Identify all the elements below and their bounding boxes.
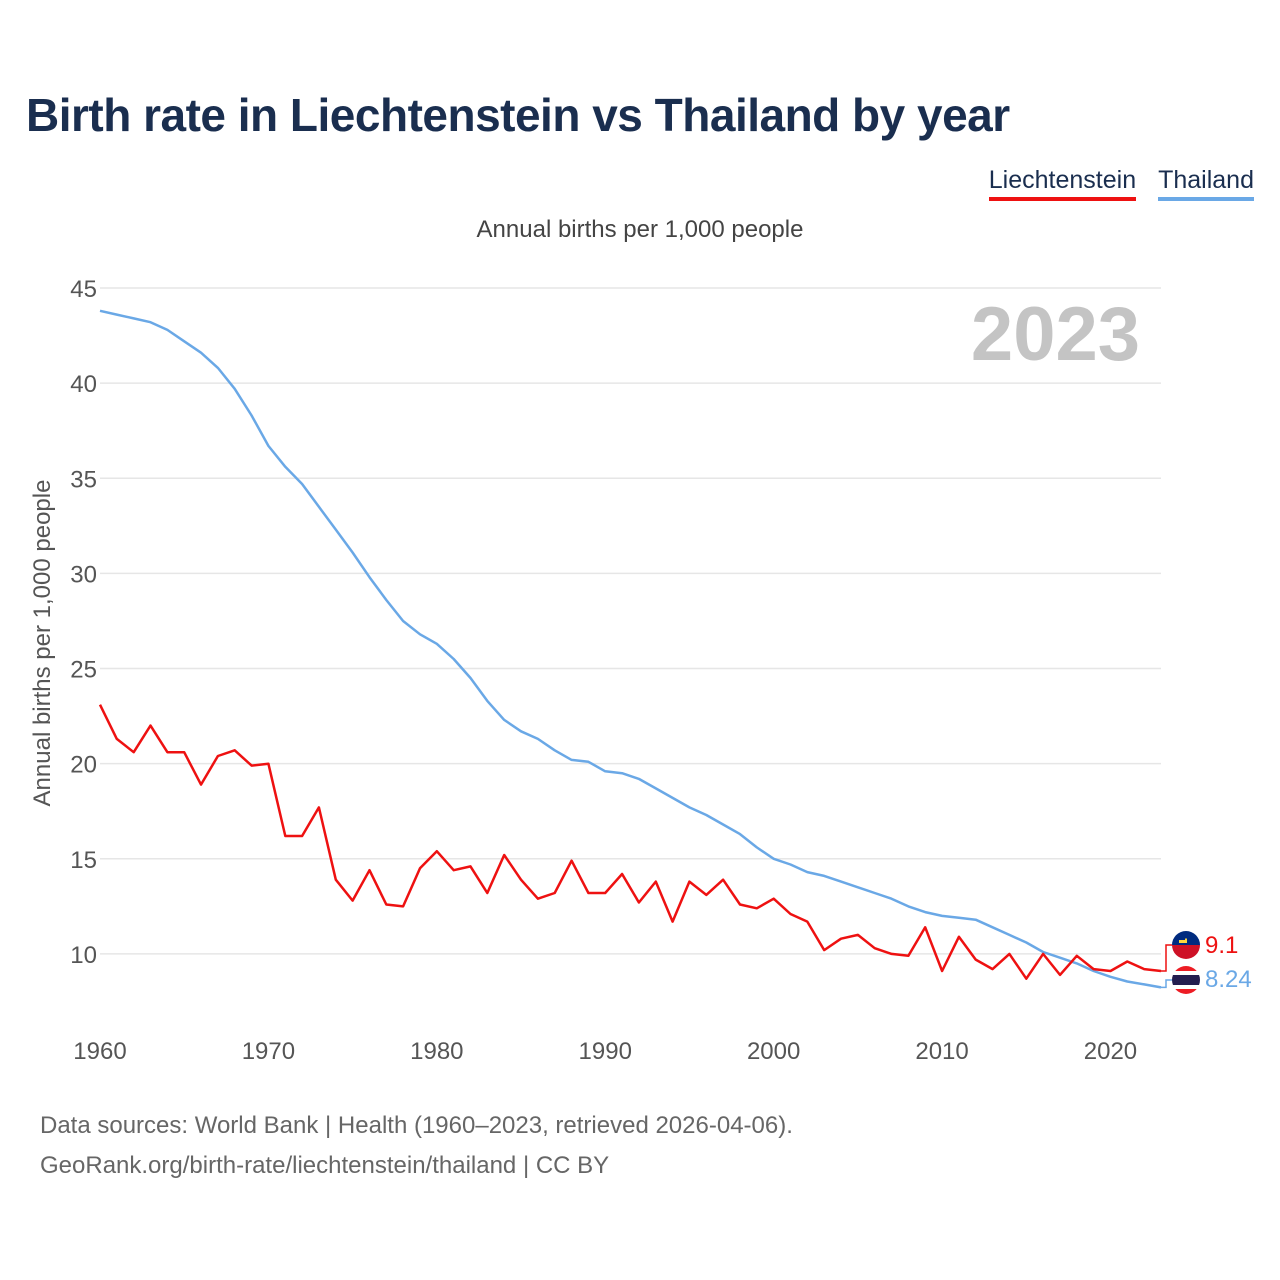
series-lines	[98, 309, 1172, 989]
chart-title: Birth rate in Liechtenstein vs Thailand …	[26, 89, 1010, 141]
end-connector-thailand	[1161, 979, 1172, 989]
x-tick-label: 2000	[747, 1038, 800, 1065]
end-label-liechtenstein: 9.1	[1205, 932, 1238, 959]
y-tick-label: 30	[70, 561, 97, 588]
y-tick-label: 15	[70, 847, 97, 874]
legend-item-liechtenstein[interactable]: Liechtenstein	[988, 166, 1137, 201]
y-tick-label: 10	[70, 942, 97, 969]
series-line-liechtenstein[interactable]	[98, 704, 1162, 980]
legend: Liechtenstein Thailand	[988, 166, 1254, 201]
x-tick-label: 2010	[915, 1038, 968, 1065]
series-line-thailand[interactable]	[99, 309, 1162, 989]
y-tick-label: 35	[70, 466, 97, 493]
y-axis-label: Annual births per 1,000 people	[29, 480, 56, 807]
y-tick-label: 45	[70, 276, 97, 303]
x-tick-label: 1960	[73, 1038, 126, 1065]
y-tick-label: 25	[70, 657, 97, 684]
x-tick-label: 1970	[242, 1038, 295, 1065]
thailand-flag-icon	[1172, 966, 1200, 994]
year-watermark: 2023	[971, 292, 1140, 377]
y-axis-ticks: 10 15 20 25 30 35 40 45	[70, 276, 97, 969]
y-tick-label: 40	[70, 371, 97, 398]
source-line-data: Data sources: World Bank | Health (1960–…	[40, 1112, 793, 1139]
end-connector-liechtenstein	[1161, 944, 1172, 972]
source-note: Data sources: World Bank | Health (1960–…	[40, 1106, 793, 1186]
source-line-url[interactable]: GeoRank.org/birth-rate/liechtenstein/tha…	[40, 1152, 610, 1179]
chart-subtitle: Annual births per 1,000 people	[476, 216, 804, 243]
x-axis-ticks: 1960 1970 1980 1990 2000 2010 2020	[73, 1038, 1137, 1065]
x-tick-label: 1990	[579, 1038, 632, 1065]
x-tick-label: 1980	[410, 1038, 463, 1065]
legend-item-thailand[interactable]: Thailand	[1158, 166, 1254, 201]
y-tick-label: 20	[70, 752, 97, 779]
grid-lines	[100, 287, 1161, 955]
x-tick-label: 2020	[1084, 1038, 1137, 1065]
end-label-thailand: 8.24	[1205, 966, 1252, 993]
liechtenstein-flag-icon	[1172, 931, 1200, 959]
